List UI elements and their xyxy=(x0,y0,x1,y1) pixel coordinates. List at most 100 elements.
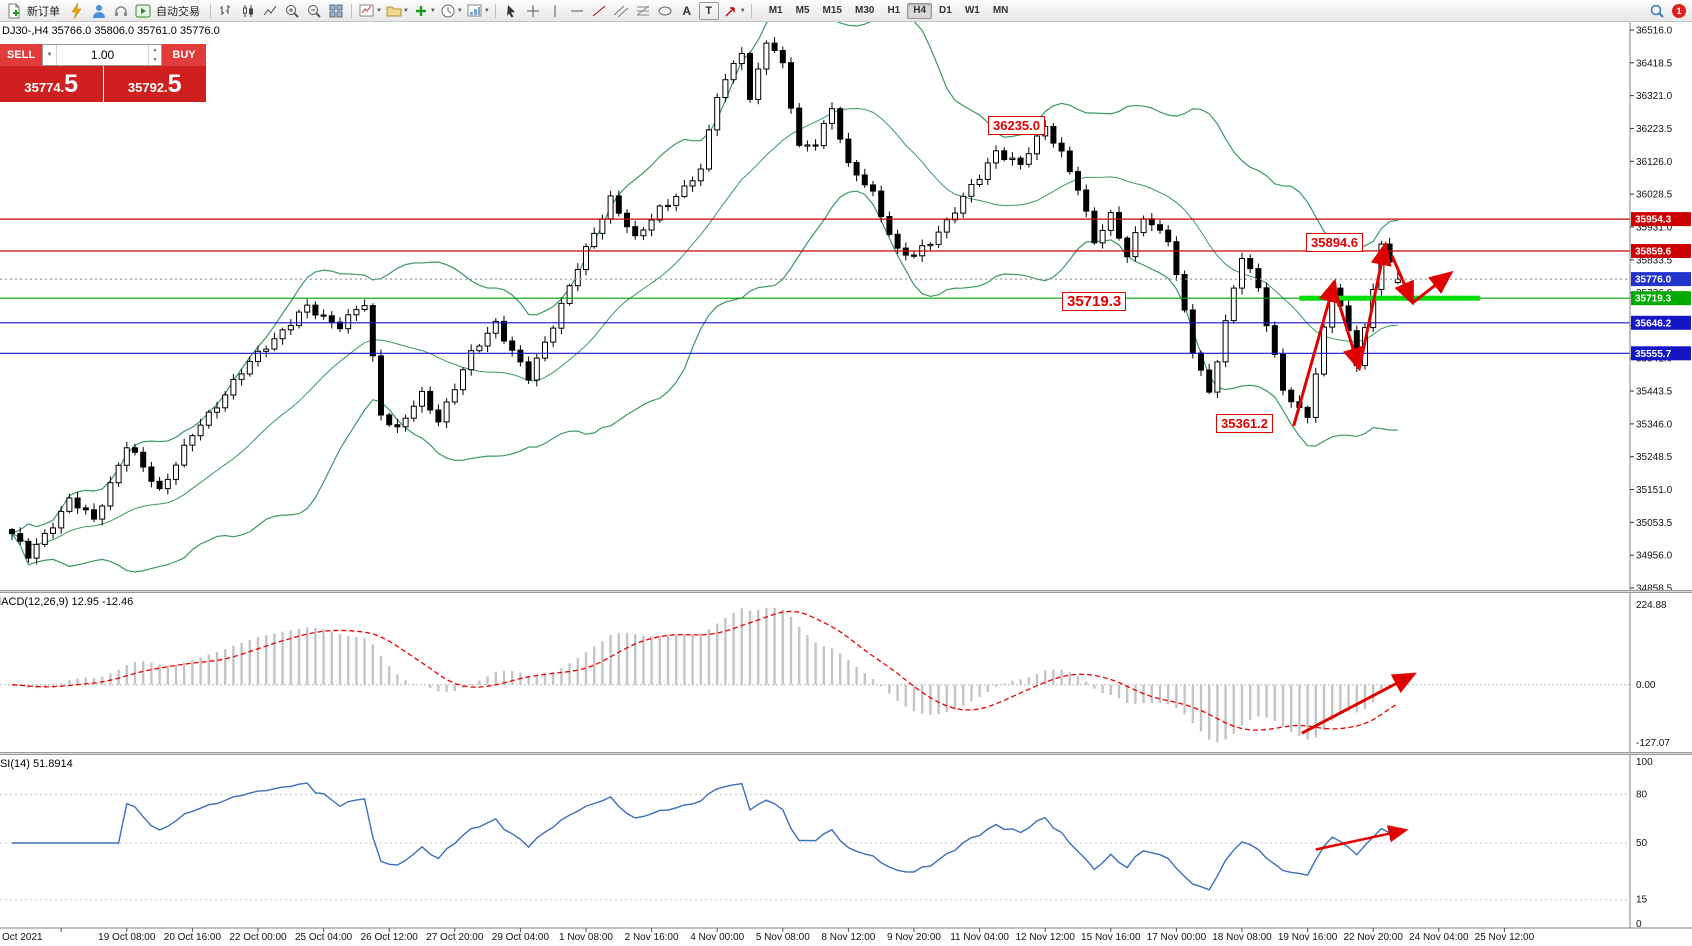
new-order-icon[interactable] xyxy=(4,2,24,20)
candle-body xyxy=(1263,287,1270,327)
candle-body xyxy=(681,185,688,197)
zoom-out-button[interactable] xyxy=(304,2,324,20)
crosshair-tool[interactable] xyxy=(523,2,543,20)
annotation-price-label[interactable]: 35719.3 xyxy=(1062,292,1127,311)
chart-canvas[interactable]: 36516.0 36418.5 36321.0 36223.5 36126.0 36028… xyxy=(0,22,1692,946)
trend-arrow[interactable] xyxy=(1411,270,1454,305)
period-dropdown-icon[interactable]: ▼ xyxy=(456,7,463,14)
timeframe-button-h1[interactable]: H1 xyxy=(887,4,901,16)
profile-icon[interactable] xyxy=(89,2,109,20)
timeframe-button-m15[interactable]: M15 xyxy=(822,4,842,16)
candle-body xyxy=(738,53,745,64)
timeframe-button-h4[interactable]: H4 xyxy=(907,2,933,19)
bar-chart-icon xyxy=(220,4,230,15)
new-chart-dropdown-icon[interactable]: ▼ xyxy=(376,7,382,14)
macd-trend-arrow[interactable] xyxy=(1301,672,1417,735)
candle-body xyxy=(1050,126,1057,144)
candle-body xyxy=(123,447,130,466)
timeframe-button-w1[interactable]: W1 xyxy=(964,4,980,16)
candle-body xyxy=(9,529,15,535)
support-icon[interactable] xyxy=(111,2,131,20)
macd-signal-line xyxy=(11,610,1399,731)
tile-windows-button[interactable] xyxy=(326,2,346,20)
notification-badge[interactable]: 1 xyxy=(1672,3,1686,18)
sell-button[interactable]: SELL xyxy=(0,44,42,66)
candle-body xyxy=(312,304,319,316)
macd-panel-splitter[interactable] xyxy=(0,590,1692,593)
period-button[interactable] xyxy=(438,2,458,20)
trend-arrow[interactable] xyxy=(1390,255,1414,306)
arrows-dropdown-icon[interactable]: ▼ xyxy=(739,7,746,14)
rsi-trend-arrow[interactable] xyxy=(1315,825,1409,851)
volume-up-icon[interactable]: ▲ xyxy=(152,47,158,53)
candle-body xyxy=(173,464,179,480)
candle-body xyxy=(181,444,188,466)
candle-body xyxy=(369,305,376,357)
bid-price[interactable]: 35774. 5 xyxy=(0,66,103,102)
candle-body xyxy=(1312,373,1319,418)
timeframe-button-m30[interactable]: M30 xyxy=(854,4,875,16)
quick-trade-icon[interactable] xyxy=(67,2,87,20)
volume-dropdown-icon[interactable]: ▼ xyxy=(43,45,57,65)
chart-plot-area[interactable] xyxy=(0,22,1630,590)
profiles-dropdown-icon[interactable]: ▼ xyxy=(402,7,409,14)
chart-candles-button[interactable] xyxy=(238,2,258,20)
candle-body xyxy=(771,42,778,52)
candle-body xyxy=(66,497,73,512)
text-label-tool[interactable]: T xyxy=(698,1,719,20)
annotation-price-label[interactable]: 36235.0 xyxy=(988,116,1045,135)
add-indicator-button[interactable] xyxy=(411,2,431,20)
chart-properties-button[interactable] xyxy=(465,2,485,20)
shapes-tool[interactable] xyxy=(655,2,675,20)
text-tool[interactable]: A xyxy=(682,3,692,18)
zoom-in-button[interactable] xyxy=(282,2,302,20)
volume-down-icon[interactable]: ▼ xyxy=(152,57,158,63)
volume-control: ▼ 1.00 ▲ ▼ xyxy=(42,44,162,66)
buy-button[interactable]: BUY xyxy=(162,44,206,66)
highlight-support-line[interactable] xyxy=(1299,295,1480,301)
timeframe-button-d1[interactable]: D1 xyxy=(939,4,952,16)
candle-body xyxy=(1386,243,1393,263)
trend-arrow[interactable] xyxy=(1333,289,1364,372)
chart-properties-dropdown-icon[interactable]: ▼ xyxy=(483,7,490,14)
price-line-axis-label: 35859.6 xyxy=(1635,247,1672,258)
timeframe-button-m5[interactable]: M5 xyxy=(795,4,810,16)
new-chart-button[interactable] xyxy=(357,2,377,20)
candle-body xyxy=(271,338,278,350)
arrows-tool[interactable] xyxy=(721,2,741,20)
trend-arrow[interactable] xyxy=(1292,278,1340,427)
volume-input[interactable]: 1.00 xyxy=(90,48,115,62)
trend-arrow[interactable] xyxy=(1357,241,1392,370)
vertical-line-tool[interactable] xyxy=(545,2,565,20)
horizontal-line-tool[interactable] xyxy=(567,2,587,20)
candle-body xyxy=(214,407,220,413)
add-indicator-dropdown-icon[interactable]: ▼ xyxy=(429,7,436,14)
auto-trading-icon[interactable] xyxy=(133,2,153,20)
chart-line-button[interactable] xyxy=(260,2,280,20)
timeframe-button-m1[interactable]: M1 xyxy=(768,4,783,16)
ask-price[interactable]: 35792. 5 xyxy=(103,66,206,102)
rsi-panel-splitter[interactable] xyxy=(0,752,1692,755)
timeframe-button-mn[interactable]: MN xyxy=(992,4,1009,16)
profiles-button[interactable] xyxy=(384,2,404,20)
toolbar-separator xyxy=(351,3,352,18)
candle-body xyxy=(197,424,204,437)
auto-trading-button[interactable]: 自动交易 xyxy=(156,5,200,18)
cursor-tool[interactable] xyxy=(501,2,521,20)
candle-body xyxy=(960,195,967,214)
candle-body xyxy=(714,97,721,131)
candle-body xyxy=(566,285,573,304)
candle-body xyxy=(238,373,245,380)
new-order-button[interactable]: 新订单 xyxy=(27,5,60,18)
fibonacci-tool[interactable] xyxy=(633,2,653,20)
annotation-price-label[interactable]: 35361.2 xyxy=(1216,414,1273,433)
candle-body xyxy=(1214,361,1221,393)
chart-bars-button[interactable] xyxy=(216,2,236,20)
trendline-tool[interactable] xyxy=(589,2,609,20)
candle-body xyxy=(1321,326,1327,375)
channel-tool[interactable] xyxy=(611,2,631,20)
candle-body xyxy=(1165,229,1172,243)
price-axis-tick-label: 34956.0 xyxy=(1636,551,1673,562)
search-button[interactable] xyxy=(1647,2,1667,20)
annotation-price-label[interactable]: 35894.6 xyxy=(1306,233,1363,252)
